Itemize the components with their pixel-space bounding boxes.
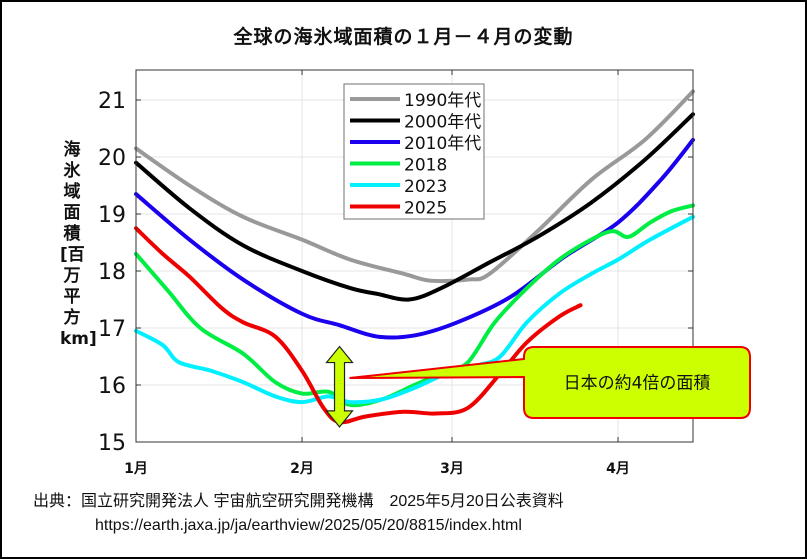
callout-text: 日本の約4倍の面積 <box>564 374 711 394</box>
source-url[interactable]: https://earth.jaxa.jp/ja/earthview/2025/… <box>95 517 522 534</box>
legend-label: 2010年代 <box>404 134 481 154</box>
legend-label: 2018 <box>404 156 447 176</box>
series-lines <box>134 89 695 425</box>
x-tick-label: 3月 <box>440 461 464 477</box>
annotation-callout: 日本の約4倍の面積 <box>325 345 751 428</box>
source-line-1: 出典：国立研究開発法人 宇宙航空研究開発機構 2025年5月20日公表資料 <box>33 493 564 510</box>
legend-label: 2000年代 <box>404 113 481 133</box>
chart-title: 全球の海氷域面積の１月－４月の変動 <box>233 26 574 48</box>
y-tick-label: 19 <box>98 203 126 228</box>
x-tick-label: 1月 <box>124 461 148 477</box>
x-tick-label: 4月 <box>606 461 630 477</box>
axis-ticks: 15 16 17 18 19 20 21 1月 2月 3月 4月 <box>98 70 693 477</box>
plot-area-border <box>135 69 694 443</box>
y-tick-label: 16 <box>98 374 126 399</box>
legend-label: 2025 <box>404 199 447 219</box>
source-note: 出典：国立研究開発法人 宇宙航空研究開発機構 2025年5月20日公表資料 ht… <box>33 490 564 538</box>
x-tick-label: 2月 <box>290 461 314 477</box>
legend-label: 1990年代 <box>404 91 481 111</box>
y-tick-label: 15 <box>98 431 126 456</box>
double-arrow-icon <box>325 345 354 428</box>
legend-box <box>343 83 485 220</box>
y-tick-label: 20 <box>98 146 126 171</box>
series-line-2023 <box>134 214 695 405</box>
series-line-2025 <box>134 226 583 425</box>
y-tick-label: 17 <box>98 317 126 342</box>
series-line-2010年代 <box>134 137 695 340</box>
legend-label: 2023 <box>404 177 447 197</box>
callout-box <box>349 346 751 419</box>
series-line-1990年代 <box>134 89 695 284</box>
y-tick-label: 18 <box>98 260 126 285</box>
y-tick-label: 21 <box>98 89 126 114</box>
series-line-2000年代 <box>134 112 695 302</box>
